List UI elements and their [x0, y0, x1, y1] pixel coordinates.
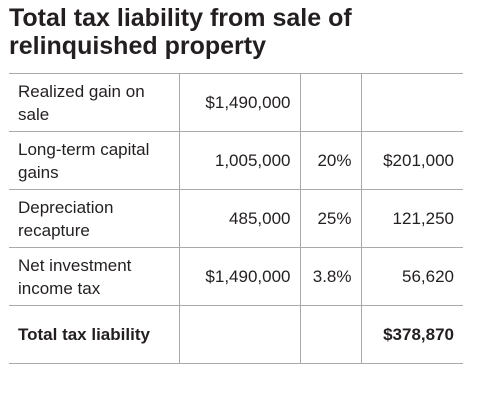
rate-cell [300, 305, 362, 364]
table-row: Depreciation recapture 485,000 25% 121,2… [9, 189, 463, 248]
row-label: Long-term capital gains [9, 131, 180, 190]
tax-cell: $201,000 [361, 131, 463, 190]
amount-cell: 1,005,000 [179, 131, 301, 190]
table-title: Total tax liability from sale of relinqu… [9, 4, 352, 60]
table-row: Long-term capital gains 1,005,000 20% $2… [9, 131, 463, 190]
total-row: Total tax liability $378,870 [9, 305, 463, 364]
row-label: Total tax liability [9, 305, 180, 364]
amount-cell: 485,000 [179, 189, 301, 248]
amount-cell: $1,490,000 [179, 247, 301, 306]
amount-cell [179, 305, 301, 364]
rate-cell [300, 73, 362, 132]
amount-cell: $1,490,000 [179, 73, 301, 132]
table-row: Realized gain on sale $1,490,000 [9, 73, 463, 132]
tax-cell: 56,620 [361, 247, 463, 306]
tax-table-container: Realized gain on sale $1,490,000 Long-te… [9, 73, 463, 364]
row-label: Realized gain on sale [9, 73, 180, 132]
rate-cell: 25% [300, 189, 362, 248]
rate-cell: 3.8% [300, 247, 362, 306]
tax-cell: 121,250 [361, 189, 463, 248]
tax-cell [361, 73, 463, 132]
row-label: Net investment income tax [9, 247, 180, 306]
table-row: Net investment income tax $1,490,000 3.8… [9, 247, 463, 306]
tax-liability-table: Realized gain on sale $1,490,000 Long-te… [9, 73, 463, 364]
rate-cell: 20% [300, 131, 362, 190]
row-label: Depreciation recapture [9, 189, 180, 248]
total-tax-cell: $378,870 [383, 325, 454, 344]
